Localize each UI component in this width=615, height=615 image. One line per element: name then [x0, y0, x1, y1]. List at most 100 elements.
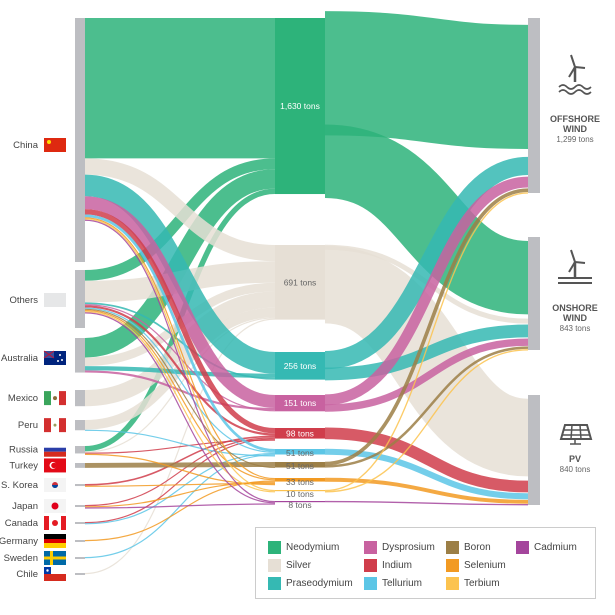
- legend-item-tellurium: Tellurium: [364, 574, 446, 592]
- china-flag-icon: [44, 138, 66, 152]
- technology-total: 840 tons: [560, 465, 591, 474]
- country-label: Chile: [16, 569, 38, 580]
- material-node-pr: 256 tons: [275, 352, 325, 380]
- link-pr-on: [324, 324, 529, 381]
- link-nd-on: [322, 124, 531, 315]
- material-node-te: 51 tons: [275, 448, 325, 458]
- country-label: Australia: [1, 353, 39, 364]
- source-bar: [75, 446, 85, 454]
- link-others-in: [84, 305, 276, 436]
- material-bar: [275, 490, 325, 492]
- country-label: Japan: [12, 501, 38, 512]
- legend-label: Terbium: [464, 577, 500, 589]
- source-node-china: China: [13, 18, 85, 262]
- source-bar: [75, 18, 85, 262]
- country-label: Sweden: [4, 553, 38, 564]
- legend-swatch: [446, 576, 459, 590]
- source-node-mexico: Mexico: [8, 390, 85, 407]
- source-node-canada: Canada: [5, 516, 85, 530]
- legend-label: Neodymium: [286, 541, 340, 553]
- link-others-b: [84, 308, 276, 469]
- material-node-tb: 10 tons: [275, 489, 325, 499]
- material-node-nd: 1,630 tons: [275, 18, 325, 195]
- country-label: Others: [9, 295, 38, 306]
- technology-label-line2: WIND: [563, 313, 587, 323]
- material-total-label: 10 tons: [286, 489, 314, 499]
- link-russia-se: [84, 453, 276, 486]
- link-china-tb: [84, 218, 276, 492]
- link-peru-te: [84, 429, 276, 457]
- peru-flag-icon: [44, 418, 66, 433]
- sweden-flag-icon: [44, 551, 66, 565]
- material-total-label: 51 tons: [286, 461, 314, 471]
- technology-label: PV: [569, 454, 581, 464]
- link-ag-pv: [322, 245, 532, 477]
- legend-label: Selenium: [464, 559, 506, 571]
- source-bar: [75, 557, 85, 559]
- link-others-cd: [84, 312, 276, 504]
- onshore-wind-turbine-icon: [558, 249, 592, 284]
- link-tb-off: [324, 192, 529, 492]
- legend: Neodymium Dysprosium Boron Cadmium Silver Ind…: [255, 527, 596, 599]
- legend-label: Cadmium: [534, 541, 577, 553]
- source-bar: [75, 463, 85, 468]
- material-node-ag: 691 tons: [275, 245, 325, 320]
- country-label: Canada: [5, 518, 39, 529]
- country-label: Russia: [9, 445, 39, 456]
- legend-swatch: [364, 558, 377, 572]
- legend-item-boron: Boron: [446, 538, 516, 556]
- chile-flag-icon: [44, 567, 66, 581]
- source-bar: [75, 505, 85, 507]
- legend-swatch: [364, 540, 377, 554]
- source-node-japan: Japan: [12, 499, 85, 513]
- material-bar: [275, 428, 325, 439]
- link-canada-te: [84, 452, 276, 525]
- link-china-cd: [84, 219, 276, 503]
- country-label: Mexico: [8, 393, 38, 404]
- material-bar: [275, 462, 325, 468]
- technology-bar: [528, 18, 540, 193]
- link-nd-off: [324, 11, 529, 149]
- material-bar: [275, 501, 325, 503]
- legend-label: Silver: [286, 559, 312, 571]
- link-canada-in: [84, 438, 276, 524]
- material-total-label: 256 tons: [284, 361, 317, 371]
- legend-label: Tellurium: [382, 577, 423, 589]
- source-node-australia: Australia: [1, 338, 85, 373]
- link-china-in: [84, 209, 276, 434]
- legend-item-neodymium: Neodymium: [268, 538, 364, 556]
- legend-item-indium: Indium: [364, 556, 446, 574]
- material-total-label: 8 tons: [288, 500, 311, 510]
- others-flag-icon: [44, 293, 66, 307]
- link-germany-se: [84, 480, 276, 542]
- material-total-label: 1,630 tons: [280, 101, 320, 111]
- legend-swatch: [268, 540, 281, 554]
- material-bar: [275, 395, 325, 412]
- legend-label: Dysprosium: [382, 541, 435, 553]
- link-china-dy: [84, 196, 276, 408]
- country-label: China: [13, 140, 39, 151]
- material-total-label: 691 tons: [284, 277, 317, 287]
- material-total-label: 33 tons: [286, 477, 314, 487]
- turkey-flag-icon: [44, 458, 66, 473]
- material-bar: [275, 245, 325, 320]
- source-node-others: Others: [9, 270, 85, 328]
- link-dy-on: [324, 338, 529, 412]
- link-japan-cd: [84, 503, 276, 509]
- australia-flag-icon: [43, 350, 66, 365]
- source-node-peru: Peru: [18, 418, 85, 433]
- link-se-pv: [324, 477, 529, 504]
- source-node-turkey: Turkey: [9, 458, 85, 473]
- material-bar: [275, 352, 325, 380]
- material-node-b: 51 tons: [275, 461, 325, 471]
- link-others-se: [84, 309, 276, 481]
- mexico-flag-icon: [44, 391, 66, 406]
- links-layer: [84, 11, 532, 575]
- legend-swatch: [364, 576, 377, 590]
- offshore-wind-turbine-icon: [558, 54, 592, 95]
- source-node-germany: Germany: [0, 534, 85, 548]
- country-label: Turkey: [9, 460, 38, 471]
